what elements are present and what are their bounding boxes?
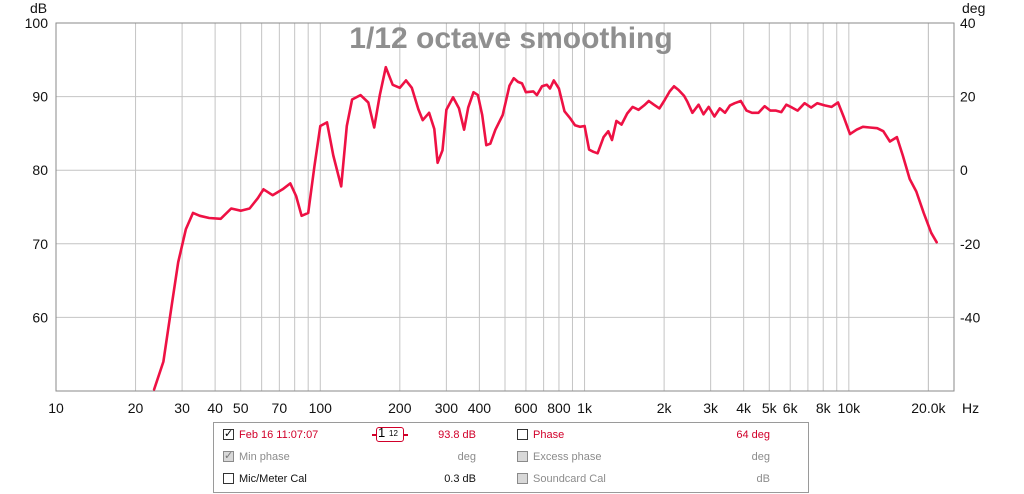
soundcard-cal-checkbox[interactable] (517, 473, 528, 484)
y-right-tick-label: -40 (960, 309, 980, 325)
mic-meter-cal-value: 0.3 dB (444, 473, 476, 485)
x-tick-label: 1k (577, 400, 593, 416)
measurement-value: 93.8 dB (438, 429, 476, 441)
smoothing-denominator: 12 (389, 429, 398, 438)
measurement-checkbox[interactable] (223, 427, 234, 440)
y-left-tick-label: 70 (32, 236, 48, 252)
x-tick-label: 3k (703, 400, 719, 416)
mic-meter-cal-checkbox[interactable] (223, 473, 234, 484)
x-tick-label: 100 (309, 400, 333, 416)
y-right-tick-label: 20 (960, 89, 976, 105)
soundcard-cal-value: dB (756, 473, 770, 485)
excess-phase-checkbox[interactable] (517, 451, 528, 462)
grid (56, 22, 954, 391)
x-tick-label: 600 (514, 400, 538, 416)
y-left-tick-label: 80 (32, 162, 48, 178)
legend-row-measurement: Feb 16 11:07:07 1 12 93.8 dB Phase 64 de… (214, 424, 808, 446)
x-tick-label: 30 (174, 400, 190, 416)
y-left-tick-label: 90 (32, 89, 48, 105)
legend-row-cal: Mic/Meter Cal 0.3 dB Soundcard Cal dB (214, 468, 808, 490)
phase-value: 64 deg (736, 429, 770, 441)
y-right-unit: deg (962, 0, 985, 16)
y-left-unit: dB (30, 0, 47, 16)
x-unit: Hz (962, 400, 979, 416)
y-left-tick-label: 60 (32, 309, 48, 325)
min-phase-value: deg (457, 451, 476, 463)
x-tick-label: 40 (207, 400, 223, 416)
x-tick-label: 6k (783, 400, 799, 416)
x-tick-label: 8k (816, 400, 832, 416)
y-right-tick-label: 40 (960, 15, 976, 31)
legend-row-min-phase: Min phase deg Excess phase deg (214, 446, 808, 468)
x-tick-label: 300 (435, 400, 459, 416)
x-tick-label: 4k (736, 400, 752, 416)
x-tick-label: 10k (838, 400, 862, 416)
x-tick-label: 800 (547, 400, 571, 416)
soundcard-cal-label: Soundcard Cal (533, 473, 606, 485)
x-tick-label: 400 (468, 400, 492, 416)
x-tick-label: 20.0k (911, 400, 946, 416)
x-tick-label: 50 (233, 400, 249, 416)
x-tick-label: 2k (657, 400, 673, 416)
mic-meter-cal-label: Mic/Meter Cal (239, 473, 307, 485)
y-left-tick-label: 100 (25, 15, 49, 31)
y-right-tick-label: -20 (960, 236, 980, 252)
legend-panel: Feb 16 11:07:07 1 12 93.8 dB Phase 64 de… (213, 422, 809, 493)
x-tick-label: 70 (272, 400, 288, 416)
series-line (152, 65, 939, 391)
excess-phase-value: deg (751, 451, 770, 463)
y-right-tick-label: 0 (960, 162, 968, 178)
min-phase-checkbox[interactable] (223, 449, 234, 462)
smoothing-icon[interactable]: 1 12 (372, 425, 408, 442)
smoothing-numerator: 1 (378, 425, 386, 440)
plot-border (55, 22, 955, 392)
x-tick-label: 20 (128, 400, 144, 416)
x-tick-label: 10 (48, 400, 64, 416)
phase-label: Phase (533, 429, 565, 441)
measurement-label: Feb 16 11:07:07 (239, 429, 319, 441)
x-tick-label: 200 (388, 400, 412, 416)
min-phase-label: Min phase (239, 451, 290, 463)
phase-checkbox[interactable] (517, 429, 528, 440)
x-tick-label: 5k (762, 400, 778, 416)
series (152, 65, 939, 391)
excess-phase-label: Excess phase (533, 451, 602, 463)
chart-title: 1/12 octave smoothing (349, 22, 672, 55)
